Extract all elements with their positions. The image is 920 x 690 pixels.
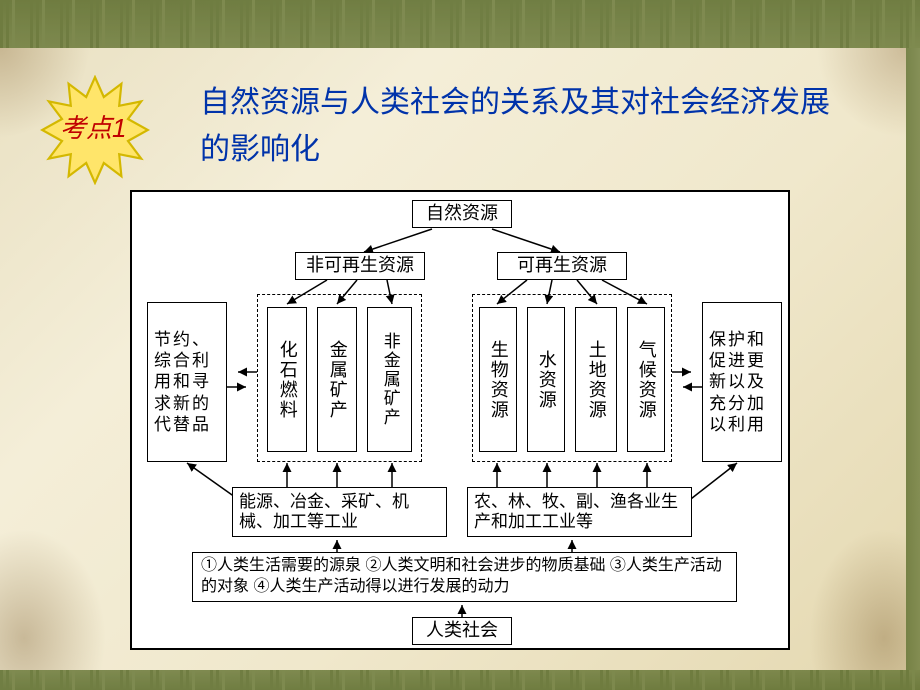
ornament-bottom bbox=[0, 670, 920, 690]
corner-ornament-bl bbox=[0, 510, 120, 670]
node-r-1: 水资源 bbox=[527, 307, 565, 452]
node-renewable-label: 可再生资源 bbox=[497, 252, 627, 280]
slide-title: 自然资源与人类社会的关系及其对社会经济发展的影响化 bbox=[200, 80, 840, 173]
corner-ornament-br bbox=[796, 510, 906, 670]
badge-label: 考点1 bbox=[60, 108, 126, 145]
node-industry-left: 能源、冶金、采矿、机械、加工等工业 bbox=[232, 487, 447, 537]
node-nr-2: 非金属矿产 bbox=[367, 307, 412, 452]
node-r-3: 气候资源 bbox=[627, 307, 665, 452]
node-basis: ①人类生活需要的源泉 ②人类文明和社会进步的物质基础 ③人类生产活动的对象 ④人… bbox=[192, 552, 737, 602]
node-r-0: 生物资源 bbox=[479, 307, 517, 452]
node-nr-0: 化石燃料 bbox=[267, 307, 307, 452]
node-top: 自然资源 bbox=[412, 200, 512, 228]
node-nr-1: 金属矿产 bbox=[317, 307, 357, 452]
flowchart-diagram: 自然资源 非可再生资源 可再生资源 节约、综合利用和寻求新的代替品 保护和促进更… bbox=[130, 190, 790, 650]
node-left-action: 节约、综合利用和寻求新的代替品 bbox=[147, 302, 227, 462]
node-nonrenewable-label: 非可再生资源 bbox=[295, 252, 425, 280]
node-bottom: 人类社会 bbox=[412, 617, 512, 645]
ornament-top bbox=[0, 0, 920, 48]
ornament-right bbox=[906, 48, 920, 670]
node-r-2: 土地资源 bbox=[575, 307, 617, 452]
node-industry-right: 农、林、牧、副、渔各业生产和加工工业等 bbox=[467, 487, 692, 537]
node-right-action: 保护和促进更新以及充分加以利用 bbox=[702, 302, 782, 462]
